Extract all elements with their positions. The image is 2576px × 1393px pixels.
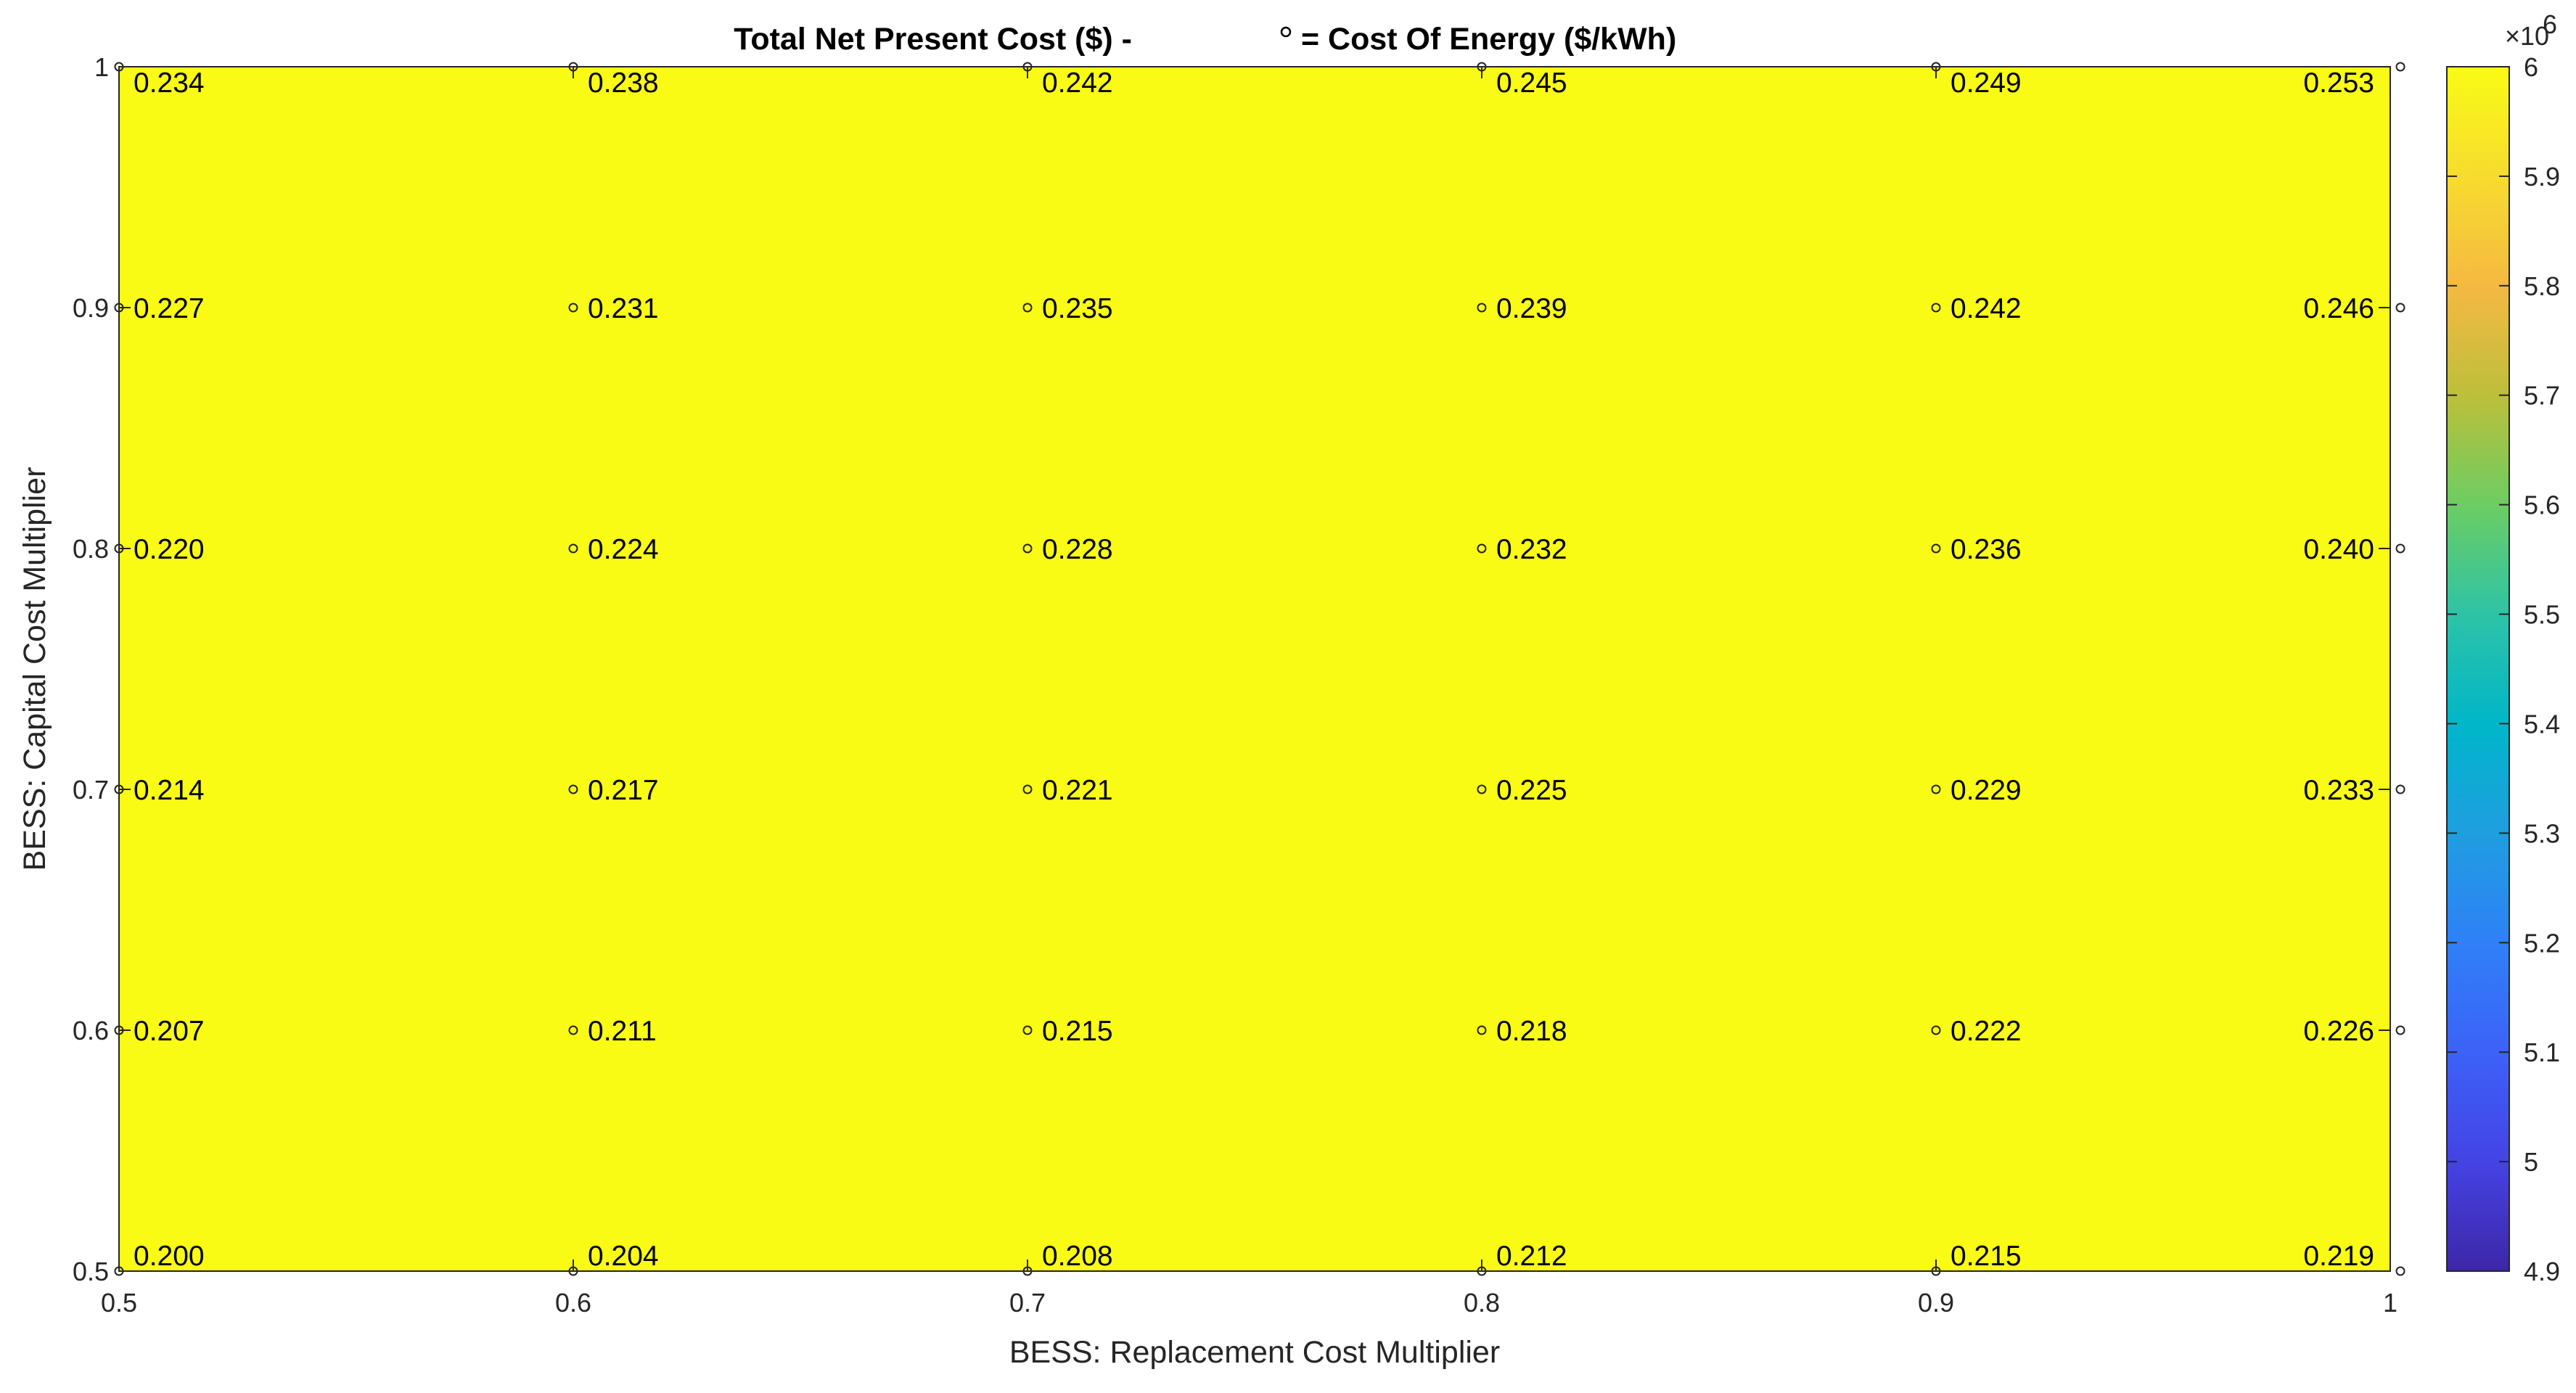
coe-value-label: 0.219 [2303, 1241, 2374, 1272]
colorbar-tick-label: 6 [2524, 52, 2538, 82]
coe-value-label: 0.232 [1496, 534, 1567, 565]
coe-value-label: 0.249 [1951, 67, 2022, 99]
coe-value-label: 0.217 [588, 775, 659, 806]
y-tick-label: 0.5 [73, 1257, 109, 1286]
coe-value-label: 0.215 [1042, 1016, 1113, 1047]
coe-value-label: 0.207 [134, 1016, 205, 1047]
colorbar-tick-label: 4.9 [2524, 1257, 2560, 1286]
plot-frame [118, 66, 2391, 1272]
x-axis-label: BESS: Replacement Cost Multiplier [1009, 1335, 1500, 1370]
coe-value-label: 0.239 [1496, 293, 1567, 324]
coe-value-label: 0.224 [588, 534, 659, 565]
colorbar-tick-label: 5.6 [2524, 490, 2560, 520]
coe-value-label: 0.227 [134, 293, 205, 324]
coe-value-label: 0.229 [1951, 775, 2022, 806]
coe-marker-icon [2395, 543, 2405, 554]
coe-marker-icon [1477, 543, 1487, 554]
coe-marker-icon [1477, 303, 1487, 313]
coe-marker-icon [2395, 62, 2405, 72]
colorbar: 4.9 5 5.1 5.2 5.3 5.4 5.5 5.6 5.7 5.8 5.9 6 ×10 6 [2446, 9, 2560, 1286]
coe-value-label: 0.253 [2303, 67, 2374, 99]
coe-marker-icon [1477, 1025, 1487, 1035]
colorbar-tick-label: 5.9 [2524, 162, 2560, 192]
coe-value-label: 0.235 [1042, 293, 1113, 324]
coe-value-label: 0.236 [1951, 534, 2022, 565]
x-tick-label: 0.8 [1464, 1288, 1500, 1318]
colorbar-exponent-base: ×10 [2505, 21, 2549, 51]
coe-value-label: 0.226 [2303, 1016, 2374, 1047]
coe-marker-icon [1022, 1025, 1033, 1035]
x-tick-label: 0.9 [1918, 1288, 1954, 1318]
coe-value-label: 0.225 [1496, 775, 1567, 806]
y-tick-label: 0.6 [73, 1016, 109, 1045]
x-tick-label: 0.7 [1009, 1288, 1046, 1318]
colorbar-tick-label: 5.4 [2524, 709, 2560, 739]
coe-value-label: 0.228 [1042, 534, 1113, 565]
colorbar-tick-label: 5.8 [2524, 271, 2560, 301]
x-tick-label: 0.6 [555, 1288, 591, 1318]
coe-marker-icon [1931, 1025, 1941, 1035]
coe-marker-icon [568, 543, 578, 554]
coe-value-label: 0.200 [134, 1241, 205, 1272]
coe-value-label: 0.212 [1496, 1241, 1567, 1272]
coe-value-label: 0.222 [1951, 1016, 2022, 1047]
coe-value-label: 0.242 [1951, 293, 2022, 324]
colorbar-tick-label: 5.1 [2524, 1037, 2560, 1067]
x-axis: 0.5 0.6 0.7 0.8 0.9 1 [101, 67, 2397, 1318]
coe-value-label: 0.214 [134, 775, 205, 806]
coe-value-label: 0.215 [1951, 1241, 2022, 1272]
coe-value-label: 0.233 [2303, 775, 2374, 806]
colorbar-tick-label: 5 [2524, 1147, 2538, 1177]
coe-value-label: 0.242 [1042, 67, 1113, 99]
coe-marker-icon [1931, 784, 1941, 794]
coe-value-label: 0.246 [2303, 293, 2374, 324]
y-tick-label: 0.8 [73, 534, 109, 564]
coe-value-label: 0.234 [134, 67, 205, 99]
coe-marker-icon [1931, 303, 1941, 313]
coe-value-label: 0.208 [1042, 1241, 1113, 1272]
coe-marker-icon [1022, 543, 1033, 554]
coe-value-label: 0.221 [1042, 775, 1113, 806]
colorbar-ticks: 4.9 5 5.1 5.2 5.3 5.4 5.5 5.6 5.7 5.8 5.9 6 [2447, 52, 2560, 1286]
contour-region-7 [119, 67, 2390, 1271]
colorbar-tick-label: 5.2 [2524, 928, 2560, 958]
x-tick-label: 1 [2383, 1288, 2397, 1318]
coe-value-label: 0.211 [588, 1016, 657, 1047]
colorbar-bar [2446, 66, 2510, 1272]
coe-marker-icon [2395, 784, 2405, 794]
coe-value-label: 0.245 [1496, 67, 1567, 99]
coe-marker-icon [1931, 543, 1941, 554]
coe-marker-icon [1022, 784, 1033, 794]
coe-label-layer: 0.200 0.204 0.208 0.212 0.215 0.219 0.207 0.211… [134, 67, 2374, 1272]
coe-value-label: 0.204 [588, 1241, 659, 1272]
coe-value-label: 0.231 [588, 293, 659, 324]
coe-marker-icon [568, 784, 578, 794]
coe-marker-icon [2395, 303, 2405, 313]
coe-value-label: 0.238 [588, 67, 659, 99]
x-tick-label: 0.5 [101, 1288, 137, 1318]
coe-marker-icon [1022, 303, 1033, 313]
y-axis: 0.5 0.6 0.7 0.8 0.9 1 [73, 52, 2390, 1286]
coe-value-label: 0.240 [2303, 534, 2374, 565]
coe-value-label: 0.220 [134, 534, 205, 565]
y-axis-label: BESS: Capital Cost Multiplier [17, 467, 52, 871]
y-tick-label: 0.7 [73, 775, 109, 805]
chart-title-left: Total Net Present Cost ($) - [734, 22, 1132, 57]
colorbar-exponent-power: 6 [2543, 9, 2557, 39]
title-marker-icon [1280, 26, 1292, 38]
contour-fill-layer [119, 67, 2390, 1271]
colorbar-tick-label: 5.3 [2524, 818, 2560, 848]
coe-marker-icon [1477, 784, 1487, 794]
coe-marker-icon [2395, 1266, 2405, 1276]
coe-value-label: 0.218 [1496, 1016, 1567, 1047]
colorbar-tick-label: 5.7 [2524, 381, 2560, 411]
coe-marker-icon [568, 303, 578, 313]
chart-title-right: = Cost Of Energy ($/kWh) [1301, 22, 1676, 57]
coe-marker-icon [2395, 1025, 2405, 1035]
y-tick-label: 1 [94, 52, 109, 82]
colorbar-tick-label: 5.5 [2524, 600, 2560, 630]
coe-marker-icon [568, 1025, 578, 1035]
y-tick-label: 0.9 [73, 293, 109, 323]
